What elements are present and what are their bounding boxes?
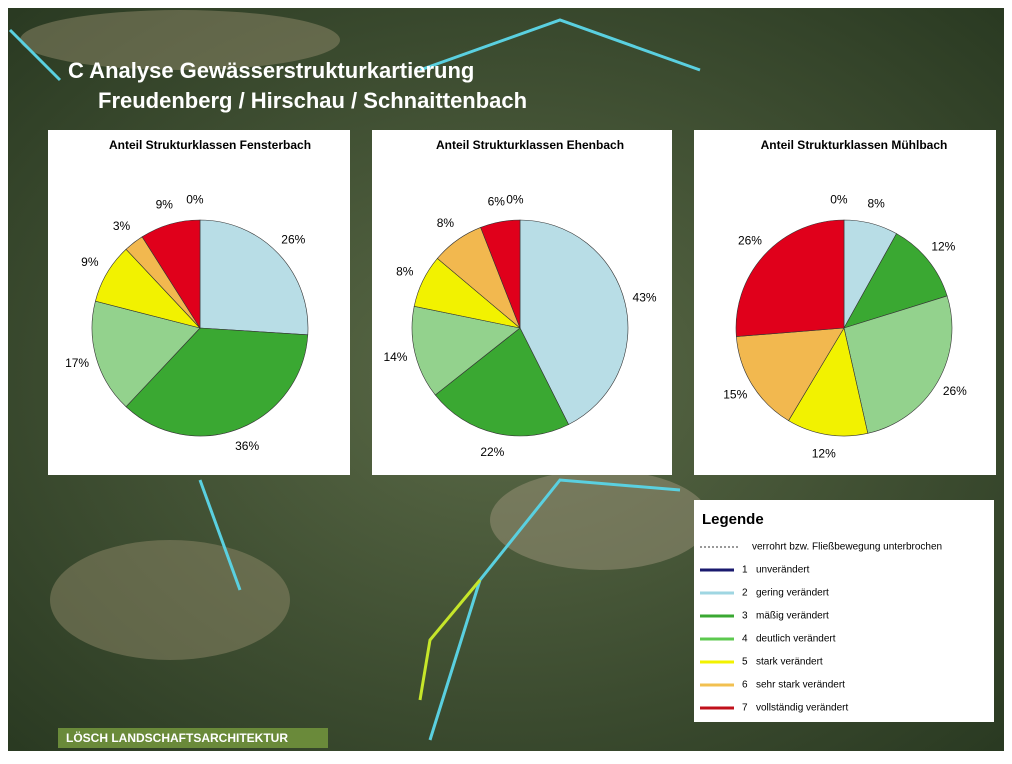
subtitle: Freudenberg / Hirschau / Schnaittenbach: [98, 88, 527, 113]
footer-bar: [58, 728, 328, 748]
chart-title: Anteil Strukturklassen Fensterbach: [109, 138, 311, 152]
pie-slice: [480, 219, 521, 329]
pie-slice: [736, 327, 845, 422]
data-label: 36%: [235, 439, 259, 453]
data-label: 0%: [186, 192, 204, 206]
legend-number: 2: [742, 588, 748, 599]
data-label: 14%: [383, 350, 407, 364]
stream: [8, 18, 701, 741]
data-label: 6%: [488, 194, 506, 208]
legend-label: gering verändert: [756, 588, 829, 599]
stream: [418, 579, 482, 701]
data-label: 15%: [723, 388, 747, 402]
legend-number: 3: [742, 611, 748, 622]
title: C Analyse Gewässerstrukturkartierung: [68, 58, 474, 83]
data-label: 8%: [396, 264, 414, 278]
data-label: 26%: [943, 384, 967, 398]
legend-label: mäßig verändert: [756, 611, 829, 622]
pie-slice: [434, 327, 569, 437]
field: [20, 10, 340, 70]
data-label: 17%: [65, 356, 89, 370]
chart-title: Anteil Strukturklassen Mühlbach: [761, 138, 948, 152]
data-label: 8%: [867, 196, 885, 210]
legend-label: deutlich verändert: [756, 634, 836, 645]
data-label: 0%: [506, 192, 524, 206]
footer: LÖSCH LANDSCHAFTSARCHITEKTUR: [66, 730, 288, 745]
data-label: 9%: [81, 255, 99, 269]
data-label: 22%: [480, 445, 504, 459]
pie-slice: [843, 233, 948, 329]
legend-title: Legende: [702, 511, 764, 528]
data-label: 43%: [633, 291, 657, 305]
data-label: 26%: [281, 233, 305, 247]
pie-slice: [199, 219, 309, 336]
data-label: 9%: [156, 197, 174, 211]
data-label: 3%: [113, 219, 131, 233]
legend-label: unverändert: [756, 565, 810, 576]
legend-number: 5: [742, 657, 748, 668]
data-label: 8%: [437, 216, 455, 230]
data-label: 12%: [812, 447, 836, 461]
legend-number: 4: [742, 634, 748, 645]
pie-slice: [843, 295, 953, 434]
pie-slice: [411, 305, 521, 396]
legend-label: stark verändert: [756, 657, 823, 668]
legend-label: verrohrt bzw. Fließbewegung unterbrochen: [752, 542, 942, 553]
chart-title: Anteil Strukturklassen Ehenbach: [436, 138, 624, 152]
pie-slice: [91, 300, 201, 408]
field: [490, 470, 710, 570]
legend-number: 1: [742, 565, 748, 576]
pie-slice: [519, 219, 629, 425]
data-label: 12%: [931, 239, 955, 253]
data-label: 26%: [738, 233, 762, 247]
pie-slice: [735, 219, 845, 337]
legend-label: sehr stark verändert: [756, 680, 845, 691]
pie-slice: [788, 327, 869, 437]
data-label: 0%: [830, 192, 848, 206]
pie-slice: [141, 219, 201, 330]
legend-label: vollständig verändert: [756, 703, 848, 714]
field: [50, 540, 290, 660]
legend-number: 7: [742, 703, 748, 714]
legend-box: [694, 500, 994, 722]
pie-slice: [125, 327, 309, 437]
legend-number: 6: [742, 680, 748, 691]
